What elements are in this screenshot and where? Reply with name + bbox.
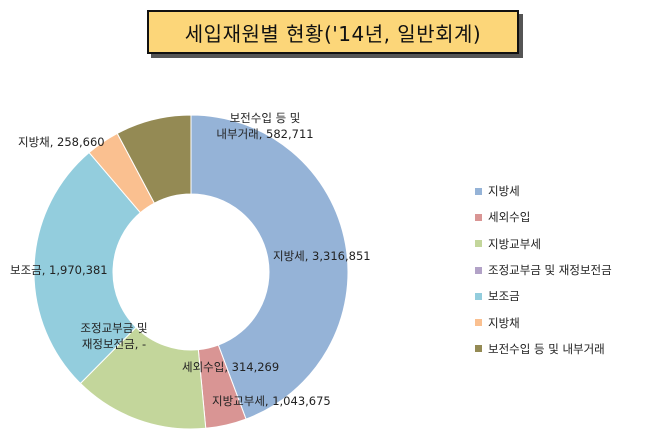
data-label-local-tax: 지방세, 3,316,851 — [273, 249, 371, 263]
legend-item-local-tax: 지방세 — [475, 178, 612, 204]
data-label-adjustment-grant-line1: 조정교부금 및 — [80, 321, 148, 335]
legend-swatch-adjustment-grant — [475, 266, 482, 274]
data-label-subsidy: 보조금, 1,970,381 — [10, 263, 108, 277]
legend-swatch-local-bond — [475, 319, 482, 327]
legend-label-adjustment-grant: 조정교부금 및 재정보전금 — [488, 263, 612, 278]
legend-swatch-non-tax-revenue — [475, 213, 482, 221]
legend-swatch-local-allocation-tax — [475, 240, 482, 248]
donut-slices — [33, 114, 349, 430]
legend-swatch-carryover-internal — [475, 345, 482, 353]
legend-swatch-local-tax — [475, 187, 482, 195]
data-label-carryover-internal-line2: 내부거래, 582,711 — [216, 127, 314, 141]
slice-carryover-internal — [116, 114, 192, 204]
data-label-carryover-internal: 보전수입 등 및 내부거래, 582,711 — [200, 110, 330, 142]
legend-label-local-tax: 지방세 — [488, 184, 520, 199]
data-label-carryover-internal-line1: 보전수입 등 및 — [229, 111, 301, 125]
legend-label-subsidy: 보조금 — [488, 289, 520, 304]
legend-item-carryover-internal: 보전수입 등 및 내부거래 — [475, 336, 612, 362]
legend-swatch-subsidy — [475, 292, 482, 300]
legend-item-subsidy: 보조금 — [475, 283, 612, 309]
legend-item-non-tax-revenue: 세외수입 — [475, 204, 612, 230]
data-label-local-bond: 지방채, 258,660 — [18, 135, 105, 149]
legend-item-adjustment-grant: 조정교부금 및 재정보전금 — [475, 257, 612, 283]
slice-local-tax — [190, 114, 349, 420]
data-label-adjustment-grant-line2: 재정보전금, - — [81, 337, 147, 351]
data-label-non-tax-revenue: 세외수입, 314,269 — [182, 360, 280, 374]
legend-label-local-allocation-tax: 지방교부세 — [488, 236, 541, 251]
data-label-local-allocation-tax: 지방교부세, 1,043,675 — [212, 394, 331, 408]
slice-subsidy — [33, 151, 142, 385]
chart-title: 세입재원별 현황('14년, 일반회계) — [147, 10, 519, 54]
legend-item-local-bond: 지방채 — [475, 309, 612, 335]
legend-label-non-tax-revenue: 세외수입 — [488, 210, 531, 225]
legend-label-local-bond: 지방채 — [488, 315, 520, 330]
data-label-adjustment-grant: 조정교부금 및 재정보전금, - — [55, 320, 173, 352]
legend-label-carryover-internal: 보전수입 등 및 내부거래 — [488, 341, 605, 356]
chart-legend: 지방세 세외수입 지방교부세 조정교부금 및 재정보전금 보조금 지방채 보전수… — [475, 178, 612, 362]
legend-item-local-allocation-tax: 지방교부세 — [475, 231, 612, 257]
